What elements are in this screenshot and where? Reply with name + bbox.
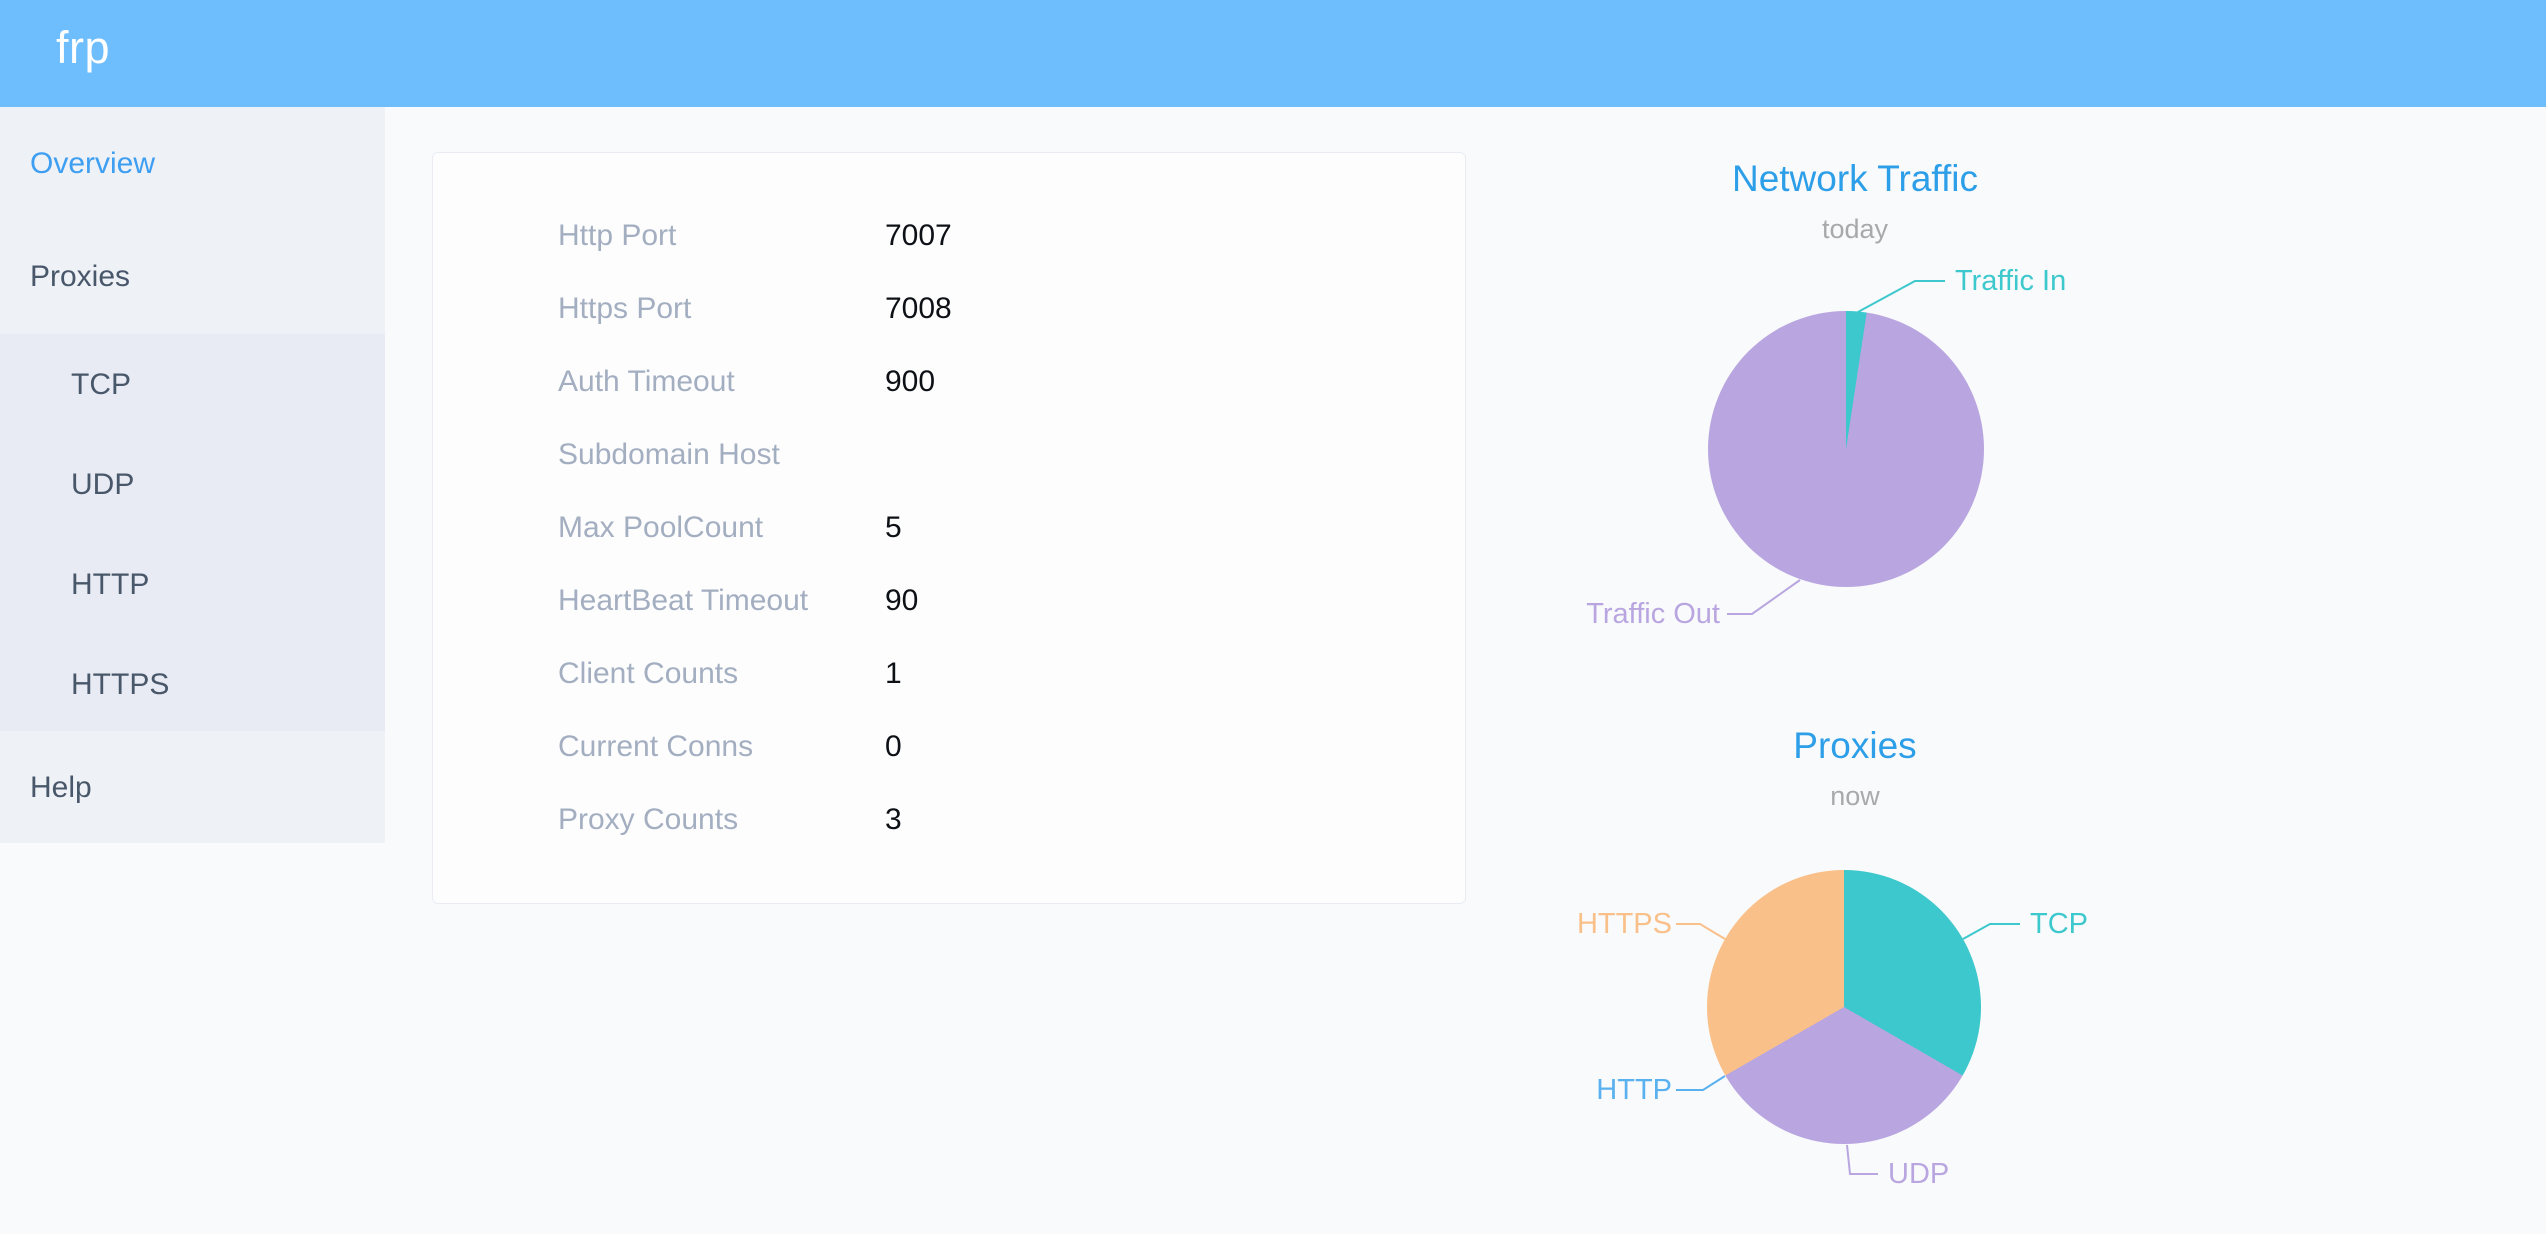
row-label: Https Port — [558, 291, 692, 325]
app-logo: frp — [56, 22, 111, 73]
row-value: 900 — [885, 364, 936, 398]
network-traffic-chart-subtitle: today — [1821, 214, 1889, 244]
server-info-row: Current Conns 0 — [433, 710, 1465, 783]
row-value: 7008 — [885, 291, 952, 325]
traffic-in-leader-line — [1857, 280, 1945, 313]
https-leader-line — [1676, 923, 1726, 940]
sidebar-item-label: UDP — [71, 468, 135, 501]
row-value: 7007 — [885, 218, 952, 252]
sidebar-item-label: Proxies — [30, 260, 131, 293]
row-label: Http Port — [558, 218, 677, 252]
proxies-leader-lines — [1676, 923, 2020, 1175]
row-value: 90 — [885, 583, 919, 617]
tcp-label: TCP — [2030, 908, 2088, 940]
row-value: 5 — [885, 510, 902, 544]
traffic-out-leader-line — [1727, 579, 1801, 615]
sidebar-item-label: HTTP — [71, 568, 150, 601]
traffic-out-label: Traffic Out — [1586, 598, 1720, 630]
network-traffic-chart-title: Network Traffic — [1731, 158, 1979, 199]
row-label: Proxy Counts — [558, 802, 739, 836]
server-info-card: Http Port 7007 Https Port 7008 Auth Time… — [432, 152, 1466, 904]
http-label: HTTP — [1596, 1074, 1672, 1106]
udp-label: UDP — [1888, 1158, 1950, 1190]
sidebar-item-tcp[interactable]: TCP — [0, 355, 385, 415]
sidebar-item-http[interactable]: HTTP — [0, 555, 385, 615]
udp-leader-line — [1846, 1144, 1878, 1175]
http-leader-line — [1676, 1075, 1726, 1091]
row-value: 0 — [885, 729, 902, 763]
network-traffic-leader-lines — [1727, 280, 1945, 615]
row-label: HeartBeat Timeout — [558, 583, 809, 617]
sidebar-item-udp[interactable]: UDP — [0, 455, 385, 515]
server-info-row: Subdomain Host — [433, 418, 1465, 491]
proxies-chart-subtitle: now — [1830, 781, 1880, 811]
sidebar-item-help[interactable]: Help — [0, 758, 385, 818]
sidebar-nav: Overview Proxies TCP UDP HTTP HTTPS Help — [0, 107, 385, 843]
proxies-pie[interactable] — [1707, 870, 1981, 1144]
row-value: 3 — [885, 802, 902, 836]
server-info-row: Https Port 7008 — [433, 272, 1465, 345]
server-info-row: Client Counts 1 — [433, 637, 1465, 710]
server-info-row: Proxy Counts 3 — [433, 783, 1465, 856]
row-label: Auth Timeout — [558, 364, 735, 398]
proxies-submenu: TCP UDP HTTP HTTPS — [0, 334, 385, 731]
row-label: Subdomain Host — [558, 437, 780, 471]
server-info-row: Http Port 7007 — [433, 199, 1465, 272]
row-value: 1 — [885, 656, 902, 690]
row-label: Current Conns — [558, 729, 754, 763]
traffic-in-label: Traffic In — [1955, 265, 2067, 297]
sidebar-item-label: Overview — [30, 147, 156, 180]
sidebar-item-https[interactable]: HTTPS — [0, 655, 385, 715]
server-info-row: Auth Timeout 900 — [433, 345, 1465, 418]
proxies-chart-title: Proxies — [1793, 725, 1917, 766]
sidebar-item-label: HTTPS — [71, 668, 170, 701]
network-traffic-pie[interactable] — [1708, 311, 1984, 587]
sidebar-item-label: TCP — [71, 368, 131, 401]
tcp-leader-line — [1962, 923, 2020, 940]
row-label: Client Counts — [558, 656, 739, 690]
sidebar-item-proxies[interactable]: Proxies — [0, 247, 385, 307]
server-info-rows: Http Port 7007 Https Port 7008 Auth Time… — [433, 199, 1465, 856]
server-info-row: HeartBeat Timeout 90 — [433, 564, 1465, 637]
server-info-row: Max PoolCount 5 — [433, 491, 1465, 564]
sidebar-item-label: Help — [30, 771, 92, 804]
https-label: HTTPS — [1576, 908, 1672, 940]
row-label: Max PoolCount — [558, 510, 764, 544]
sidebar-item-overview[interactable]: Overview — [0, 134, 385, 194]
app-header: frp — [0, 0, 2546, 107]
